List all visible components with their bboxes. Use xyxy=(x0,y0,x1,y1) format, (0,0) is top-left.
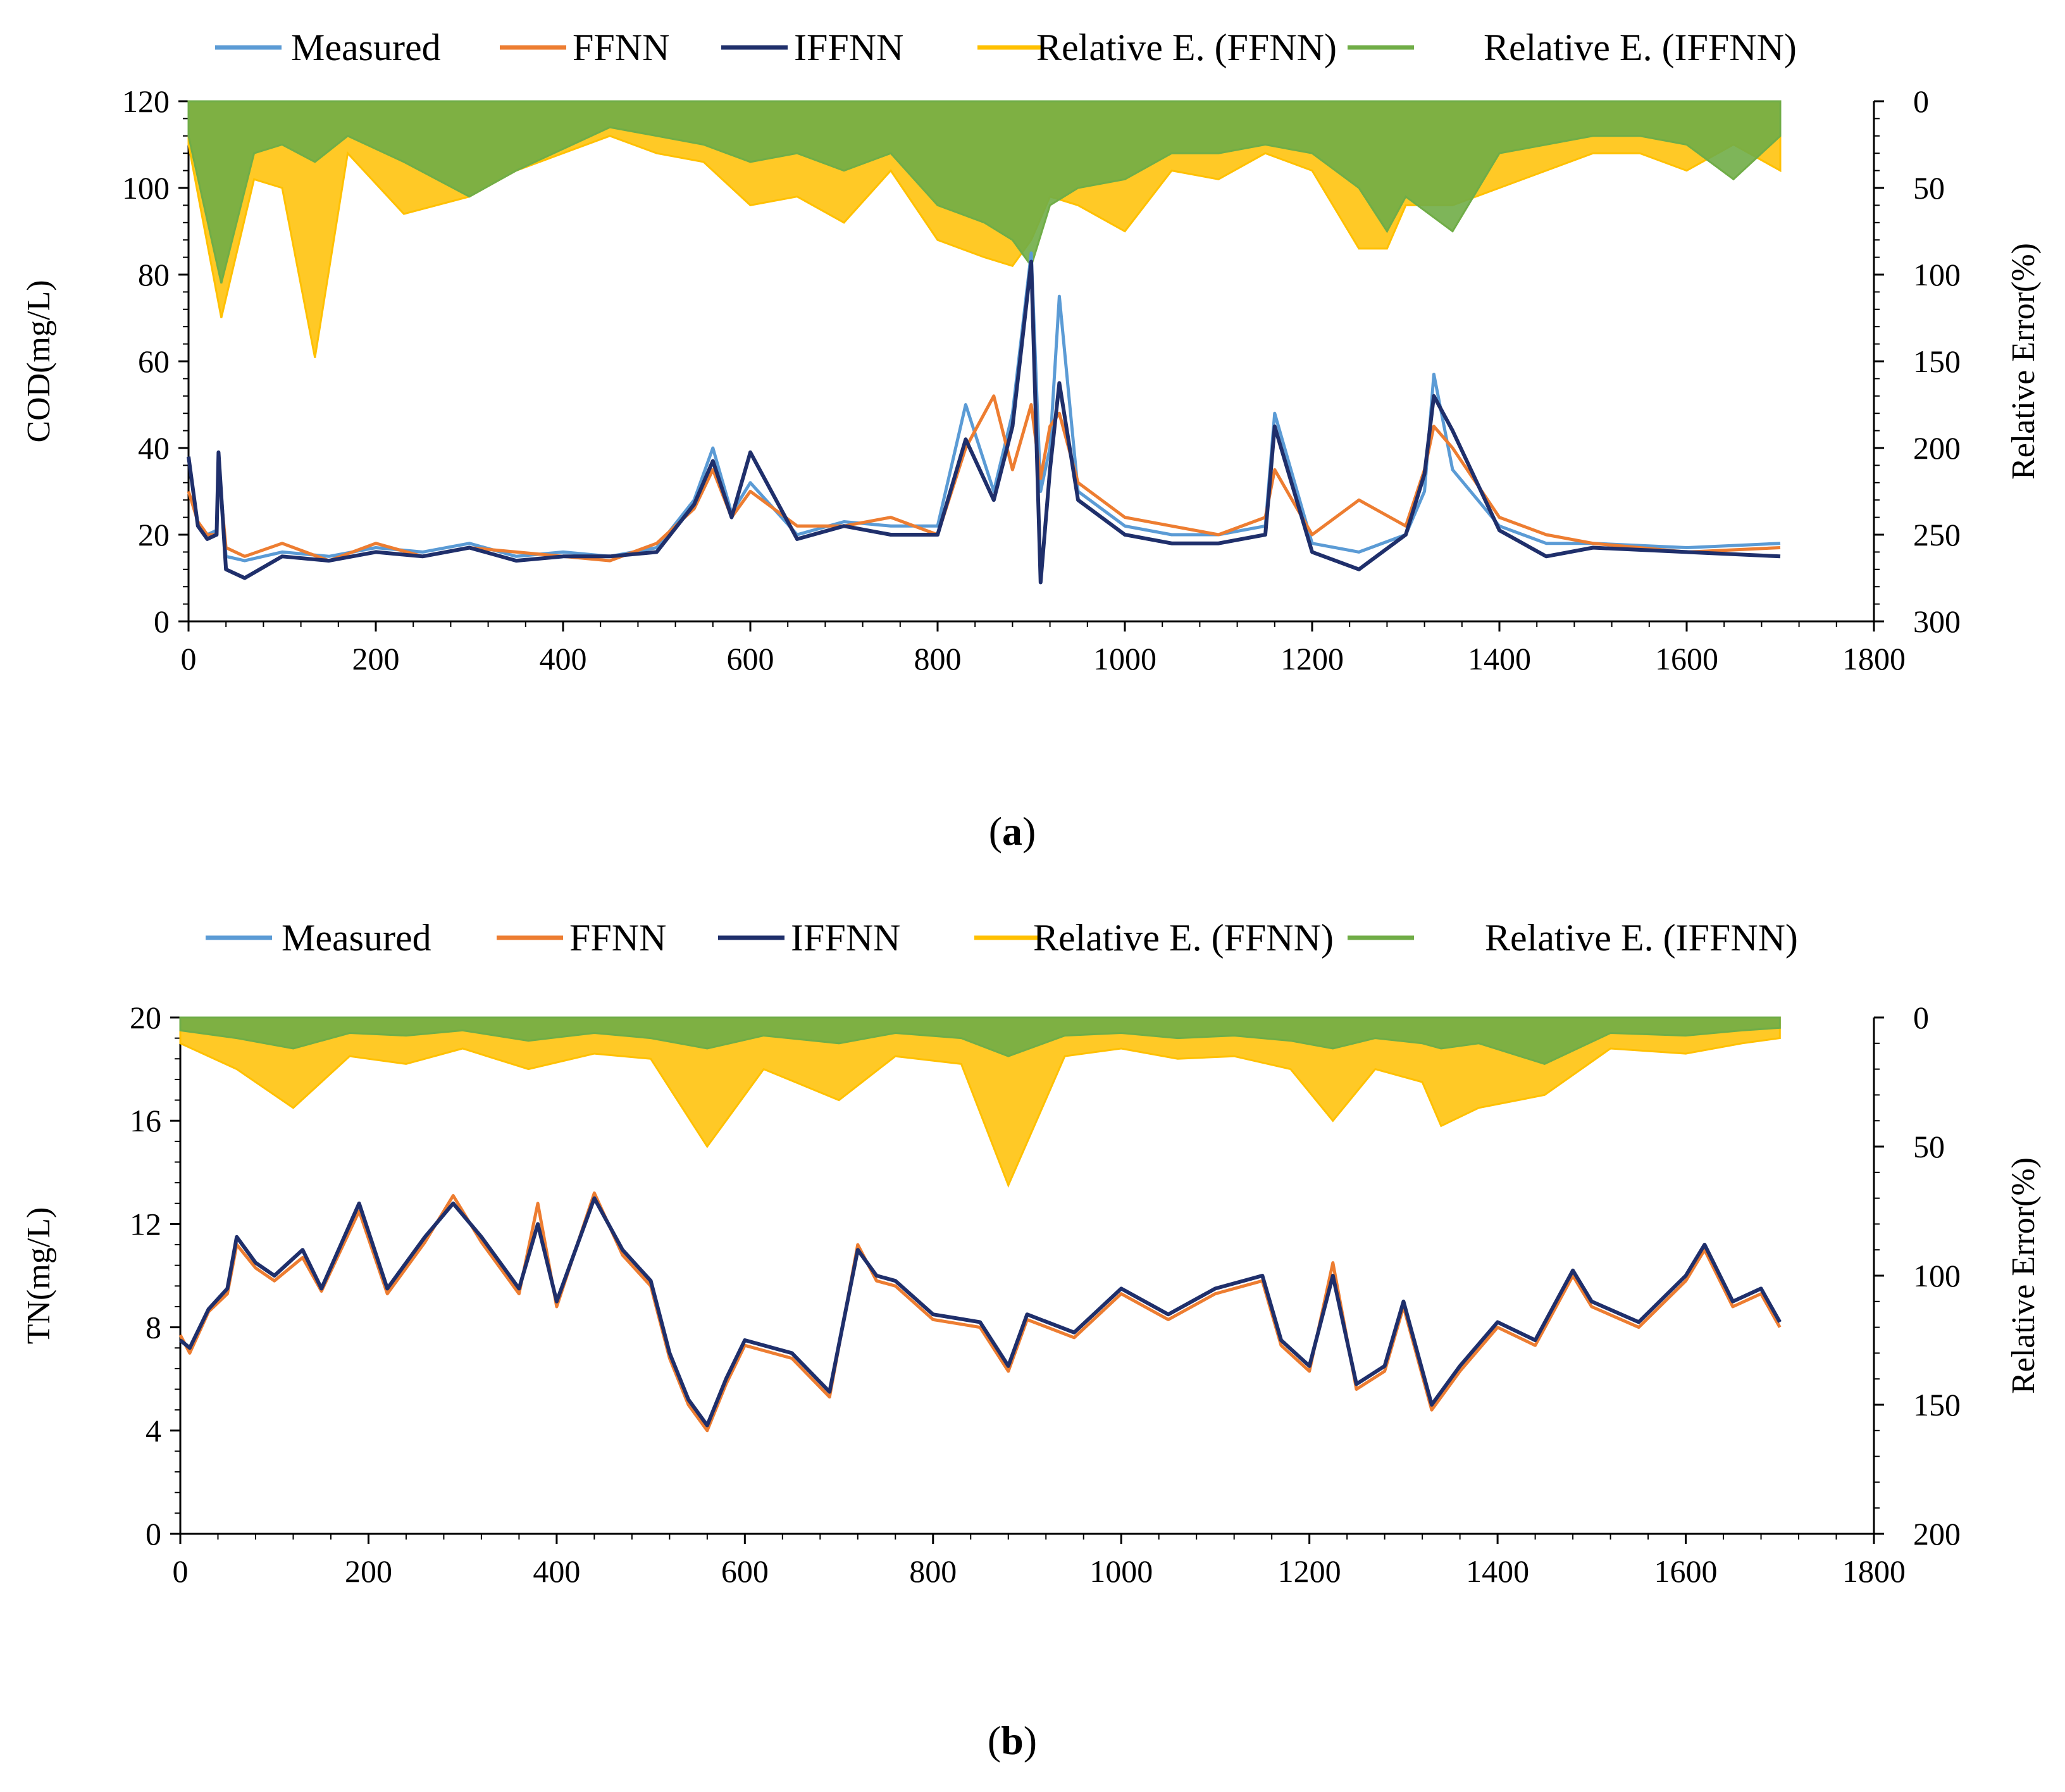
series-ffnn xyxy=(178,1191,1782,1433)
y-right-tick-label: 0 xyxy=(1913,84,1929,119)
y-right-tick-label: 100 xyxy=(1913,257,1961,292)
y-left-tick-label: 0 xyxy=(154,604,170,639)
y-left-tick-label: 120 xyxy=(122,84,170,119)
y-left-tick-label: 100 xyxy=(122,170,170,206)
legend-entry-1: Measured xyxy=(282,917,431,959)
series-iffnn xyxy=(187,259,1781,585)
x-tick-label: 400 xyxy=(533,1553,580,1589)
series-iffnn xyxy=(179,1196,1782,1428)
series-measured xyxy=(179,1197,1782,1428)
y-right-tick-label: 50 xyxy=(1913,1129,1945,1164)
series-group xyxy=(187,100,1782,585)
legend-entry-3: IFFNN xyxy=(791,917,900,959)
y-left-tick-label: 16 xyxy=(130,1103,161,1138)
y-left-tick-label: 80 xyxy=(138,257,170,292)
x-tick-label: 1600 xyxy=(1655,641,1718,676)
y-left-tick-label: 20 xyxy=(138,517,170,552)
y-right-tick-label: 50 xyxy=(1913,170,1945,206)
y-axis-left-title: TN(mg/L) xyxy=(21,1207,57,1345)
x-tick-label: 1000 xyxy=(1089,1553,1153,1589)
legend: Measured FFNN IFFNN Relative E. (FFNN) Relat… xyxy=(215,27,1797,68)
x-tick-label: 0 xyxy=(181,641,197,676)
y-right-tick-label: 200 xyxy=(1913,1516,1961,1552)
y-right-tick-label: 100 xyxy=(1913,1258,1961,1293)
panel-label: (a) xyxy=(989,809,1036,854)
x-tick-label: 800 xyxy=(909,1553,957,1589)
y-right-tick-label: 0 xyxy=(1913,1000,1929,1035)
y-right-tick-label: 250 xyxy=(1913,517,1961,552)
x-tick-label: 1200 xyxy=(1281,641,1344,676)
legend-entry-5: Relative E. (IFFNN) xyxy=(1484,27,1797,68)
x-tick-label: 1600 xyxy=(1654,1553,1718,1589)
chart-panel-a: Measured FFNN IFFNN Relative E. (FFNN) Relat… xyxy=(21,27,2042,854)
y-right-tick-label: 300 xyxy=(1913,604,1961,639)
legend-entry-4: Relative E. (FFNN) xyxy=(1036,27,1337,68)
x-tick-label: 1800 xyxy=(1842,641,1906,676)
x-tick-label: 800 xyxy=(914,641,962,676)
y-left-tick-label: 8 xyxy=(146,1310,161,1345)
y-right-tick-label: 200 xyxy=(1913,430,1961,466)
panel-label-letter: b xyxy=(1001,1718,1024,1763)
y-right-tick-label: 150 xyxy=(1913,1387,1961,1422)
series-measured xyxy=(187,251,1781,563)
axes: 0 200 400 600 800 1000 1200 1400 1600 18000204060… xyxy=(122,84,1961,676)
chart-panel-b: Measured FFNN IFFNN Relative E. (FFNN) Relat… xyxy=(21,917,2042,1763)
y-axis-left-title: COD(mg/L) xyxy=(21,280,57,442)
panel-label-letter: a xyxy=(1002,809,1022,854)
x-tick-label: 1000 xyxy=(1093,641,1157,676)
series-relative-e-ffnn xyxy=(179,1016,1781,1188)
y-left-tick-label: 12 xyxy=(130,1206,161,1241)
y-left-tick-label: 4 xyxy=(146,1413,161,1448)
y-left-tick-label: 40 xyxy=(138,430,170,466)
legend-entry-1: Measured xyxy=(291,27,441,68)
x-tick-label: 1400 xyxy=(1468,641,1531,676)
y-left-tick-label: 0 xyxy=(146,1516,161,1552)
legend-entry-4: Relative E. (FFNN) xyxy=(1033,917,1334,959)
series-relative-e-iffnn xyxy=(179,1016,1781,1066)
legend: Measured FFNN IFFNN Relative E. (FFNN) Relat… xyxy=(206,917,1798,959)
x-tick-label: 1800 xyxy=(1842,1553,1906,1589)
panel-label: (b) xyxy=(988,1718,1037,1763)
x-tick-label: 600 xyxy=(727,641,774,676)
y-left-tick-label: 20 xyxy=(130,1000,161,1035)
x-tick-label: 200 xyxy=(345,1553,392,1589)
y-axis-right-title: Relative Error(%) xyxy=(2006,243,2042,480)
x-tick-label: 0 xyxy=(173,1553,189,1589)
legend-entry-3: IFFNN xyxy=(794,27,903,68)
y-axis-right-title: Relative Error(%) xyxy=(2006,1157,2042,1394)
y-right-tick-label: 150 xyxy=(1913,344,1961,379)
x-tick-label: 200 xyxy=(352,641,400,676)
axes: 0 200 400 600 800 1000 1200 1400 1600 18000481216… xyxy=(130,1000,1961,1589)
series-group xyxy=(178,1016,1782,1433)
x-tick-label: 400 xyxy=(540,641,587,676)
y-left-tick-label: 60 xyxy=(138,344,170,379)
x-tick-label: 1200 xyxy=(1278,1553,1341,1589)
legend-entry-5: Relative E. (IFFNN) xyxy=(1485,917,1798,959)
legend-entry-2: FFNN xyxy=(569,917,666,959)
legend-entry-2: FFNN xyxy=(573,27,669,68)
x-tick-label: 1400 xyxy=(1466,1553,1529,1589)
x-tick-label: 600 xyxy=(721,1553,769,1589)
